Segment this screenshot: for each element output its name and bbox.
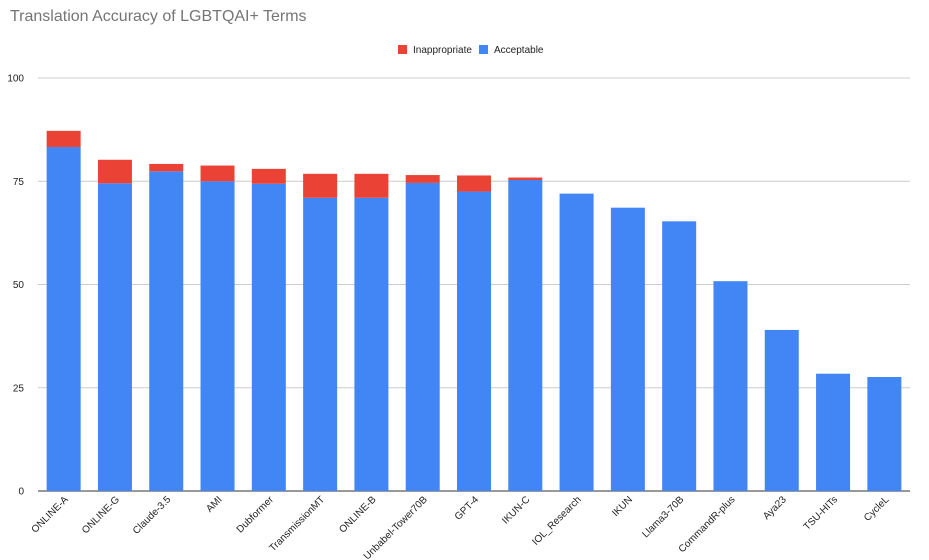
- bar-acceptable: [457, 191, 491, 491]
- x-tick-label: IOL_Research: [530, 494, 583, 547]
- bar-acceptable: [816, 373, 851, 491]
- bar-acceptable: [508, 180, 543, 492]
- chart-title: Translation Accuracy of LGBTQAI+ Terms: [10, 8, 307, 25]
- bar-acceptable: [867, 377, 902, 491]
- bar-inappropriate: [97, 159, 132, 184]
- bar-acceptable: [251, 183, 286, 491]
- bar-acceptable: [713, 281, 748, 491]
- bar-acceptable: [200, 181, 235, 491]
- bar-inappropriate: [149, 163, 184, 172]
- bar-acceptable: [46, 146, 81, 491]
- x-tick-label: TSU-HITs: [802, 494, 840, 532]
- x-tick-label: ONLINE-A: [30, 494, 71, 535]
- legend-label: Acceptable: [494, 45, 544, 56]
- y-tick-label: 25: [13, 383, 25, 394]
- x-tick-label: ONLINE-G: [80, 494, 122, 536]
- bar-inappropriate: [457, 175, 491, 192]
- bar-acceptable: [662, 221, 697, 491]
- x-tick-label: Claude-3.5: [131, 494, 174, 537]
- x-tick-label: Dubformer: [235, 494, 277, 536]
- y-tick-label: 0: [18, 487, 24, 498]
- x-tick-label: ONLINE-B: [337, 494, 378, 535]
- y-tick-label: 50: [13, 280, 25, 291]
- legend-swatch: [479, 45, 488, 54]
- bar-acceptable: [405, 182, 440, 492]
- x-tick-label: Llama3-70B: [640, 494, 686, 540]
- bar-acceptable: [610, 207, 645, 491]
- legend-label: Inappropriate: [413, 45, 472, 56]
- x-tick-label: AMI: [204, 494, 224, 514]
- x-tick-label: CycleL: [862, 494, 892, 524]
- y-tick-label: 75: [13, 177, 25, 188]
- bar-inappropriate: [46, 130, 81, 147]
- bar-acceptable: [303, 197, 338, 491]
- x-tick-label: GPT-4: [453, 494, 482, 523]
- bar-acceptable: [97, 183, 132, 491]
- legend-swatch: [398, 45, 407, 54]
- x-tick-label: IKUN: [610, 494, 635, 519]
- bar-acceptable: [354, 197, 389, 491]
- bar-inappropriate: [251, 168, 286, 184]
- bar-acceptable: [149, 171, 184, 491]
- bar-inappropriate: [200, 165, 235, 182]
- bar-inappropriate: [303, 173, 338, 198]
- x-tick-label: IKUN-C: [500, 494, 532, 526]
- x-tick-label: TransmissionMT: [267, 494, 327, 554]
- bar-inappropriate: [354, 173, 389, 198]
- x-tick-label: Aya23: [761, 494, 789, 522]
- bar-acceptable: [559, 193, 594, 491]
- bar-inappropriate: [508, 177, 543, 181]
- bar-inappropriate: [405, 175, 440, 183]
- bar-acceptable: [764, 329, 799, 491]
- x-tick-label: CommandR-plus: [677, 494, 738, 555]
- y-tick-label: 100: [7, 74, 24, 85]
